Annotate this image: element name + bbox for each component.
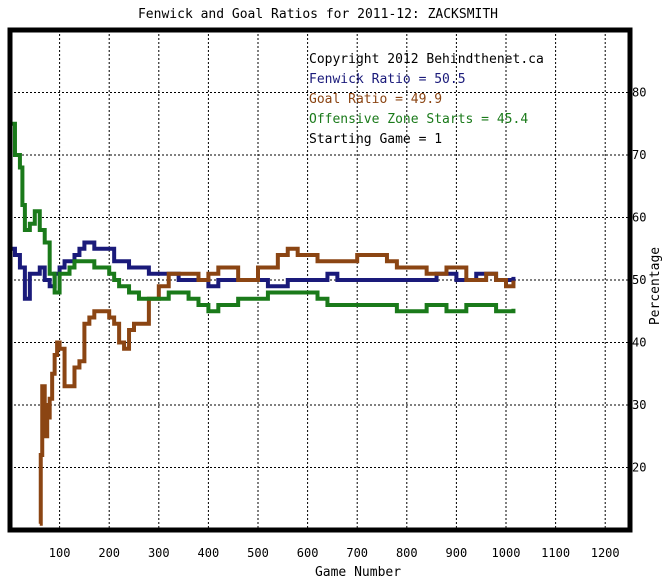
y-axis-label: Percentage — [648, 247, 663, 325]
annotation-4: Starting Game = 1 — [309, 132, 442, 147]
plot-frame — [7, 27, 633, 533]
annotation-3: Offensive Zone Starts = 45.4 — [309, 112, 528, 127]
x-tick-label-200: 200 — [98, 546, 120, 560]
x-tick-label-500: 500 — [247, 546, 269, 560]
x-tick-label-100: 100 — [49, 546, 71, 560]
y-tick-label-80: 80 — [632, 86, 646, 100]
x-tick-label-600: 600 — [297, 546, 319, 560]
series-line-1 — [38, 246, 516, 526]
series-line-2 — [10, 121, 516, 314]
x-tick-label-1000: 1000 — [492, 546, 521, 560]
annotation-0: Copyright 2012 Behindthenet.ca — [309, 52, 544, 67]
x-tick-label-800: 800 — [396, 546, 418, 560]
y-tick-label-60: 60 — [632, 211, 646, 225]
y-tick-label-20: 20 — [632, 461, 646, 475]
x-axis-label: Game Number — [315, 565, 401, 580]
x-tick-label-1200: 1200 — [591, 546, 620, 560]
legend-annotations: Copyright 2012 Behindthenet.ca Fenwick Ra… — [309, 52, 544, 147]
y-tick-label-50: 50 — [632, 273, 646, 287]
annotation-1: Fenwick Ratio = 50.5 — [309, 72, 466, 87]
x-tick-label-1100: 1100 — [541, 546, 570, 560]
x-tick-label-400: 400 — [198, 546, 220, 560]
annotation-2: Goal Ratio = 49.9 — [309, 92, 442, 107]
y-tick-label-40: 40 — [632, 336, 646, 350]
x-tick-label-900: 900 — [446, 546, 468, 560]
x-tick-label-300: 300 — [148, 546, 170, 560]
y-tick-labels: 20 30 40 50 60 70 80 — [632, 86, 646, 475]
y-tick-label-70: 70 — [632, 148, 646, 162]
x-tick-labels: 100 200 300 400 500 600 700 800 900 1000 1100 1200 — [49, 546, 620, 560]
chart-title: Fenwick and Goal Ratios for 2011-12: ZAC… — [138, 7, 498, 22]
series-lines — [10, 121, 516, 526]
y-tick-label-30: 30 — [632, 398, 646, 412]
x-tick-label-700: 700 — [346, 546, 368, 560]
